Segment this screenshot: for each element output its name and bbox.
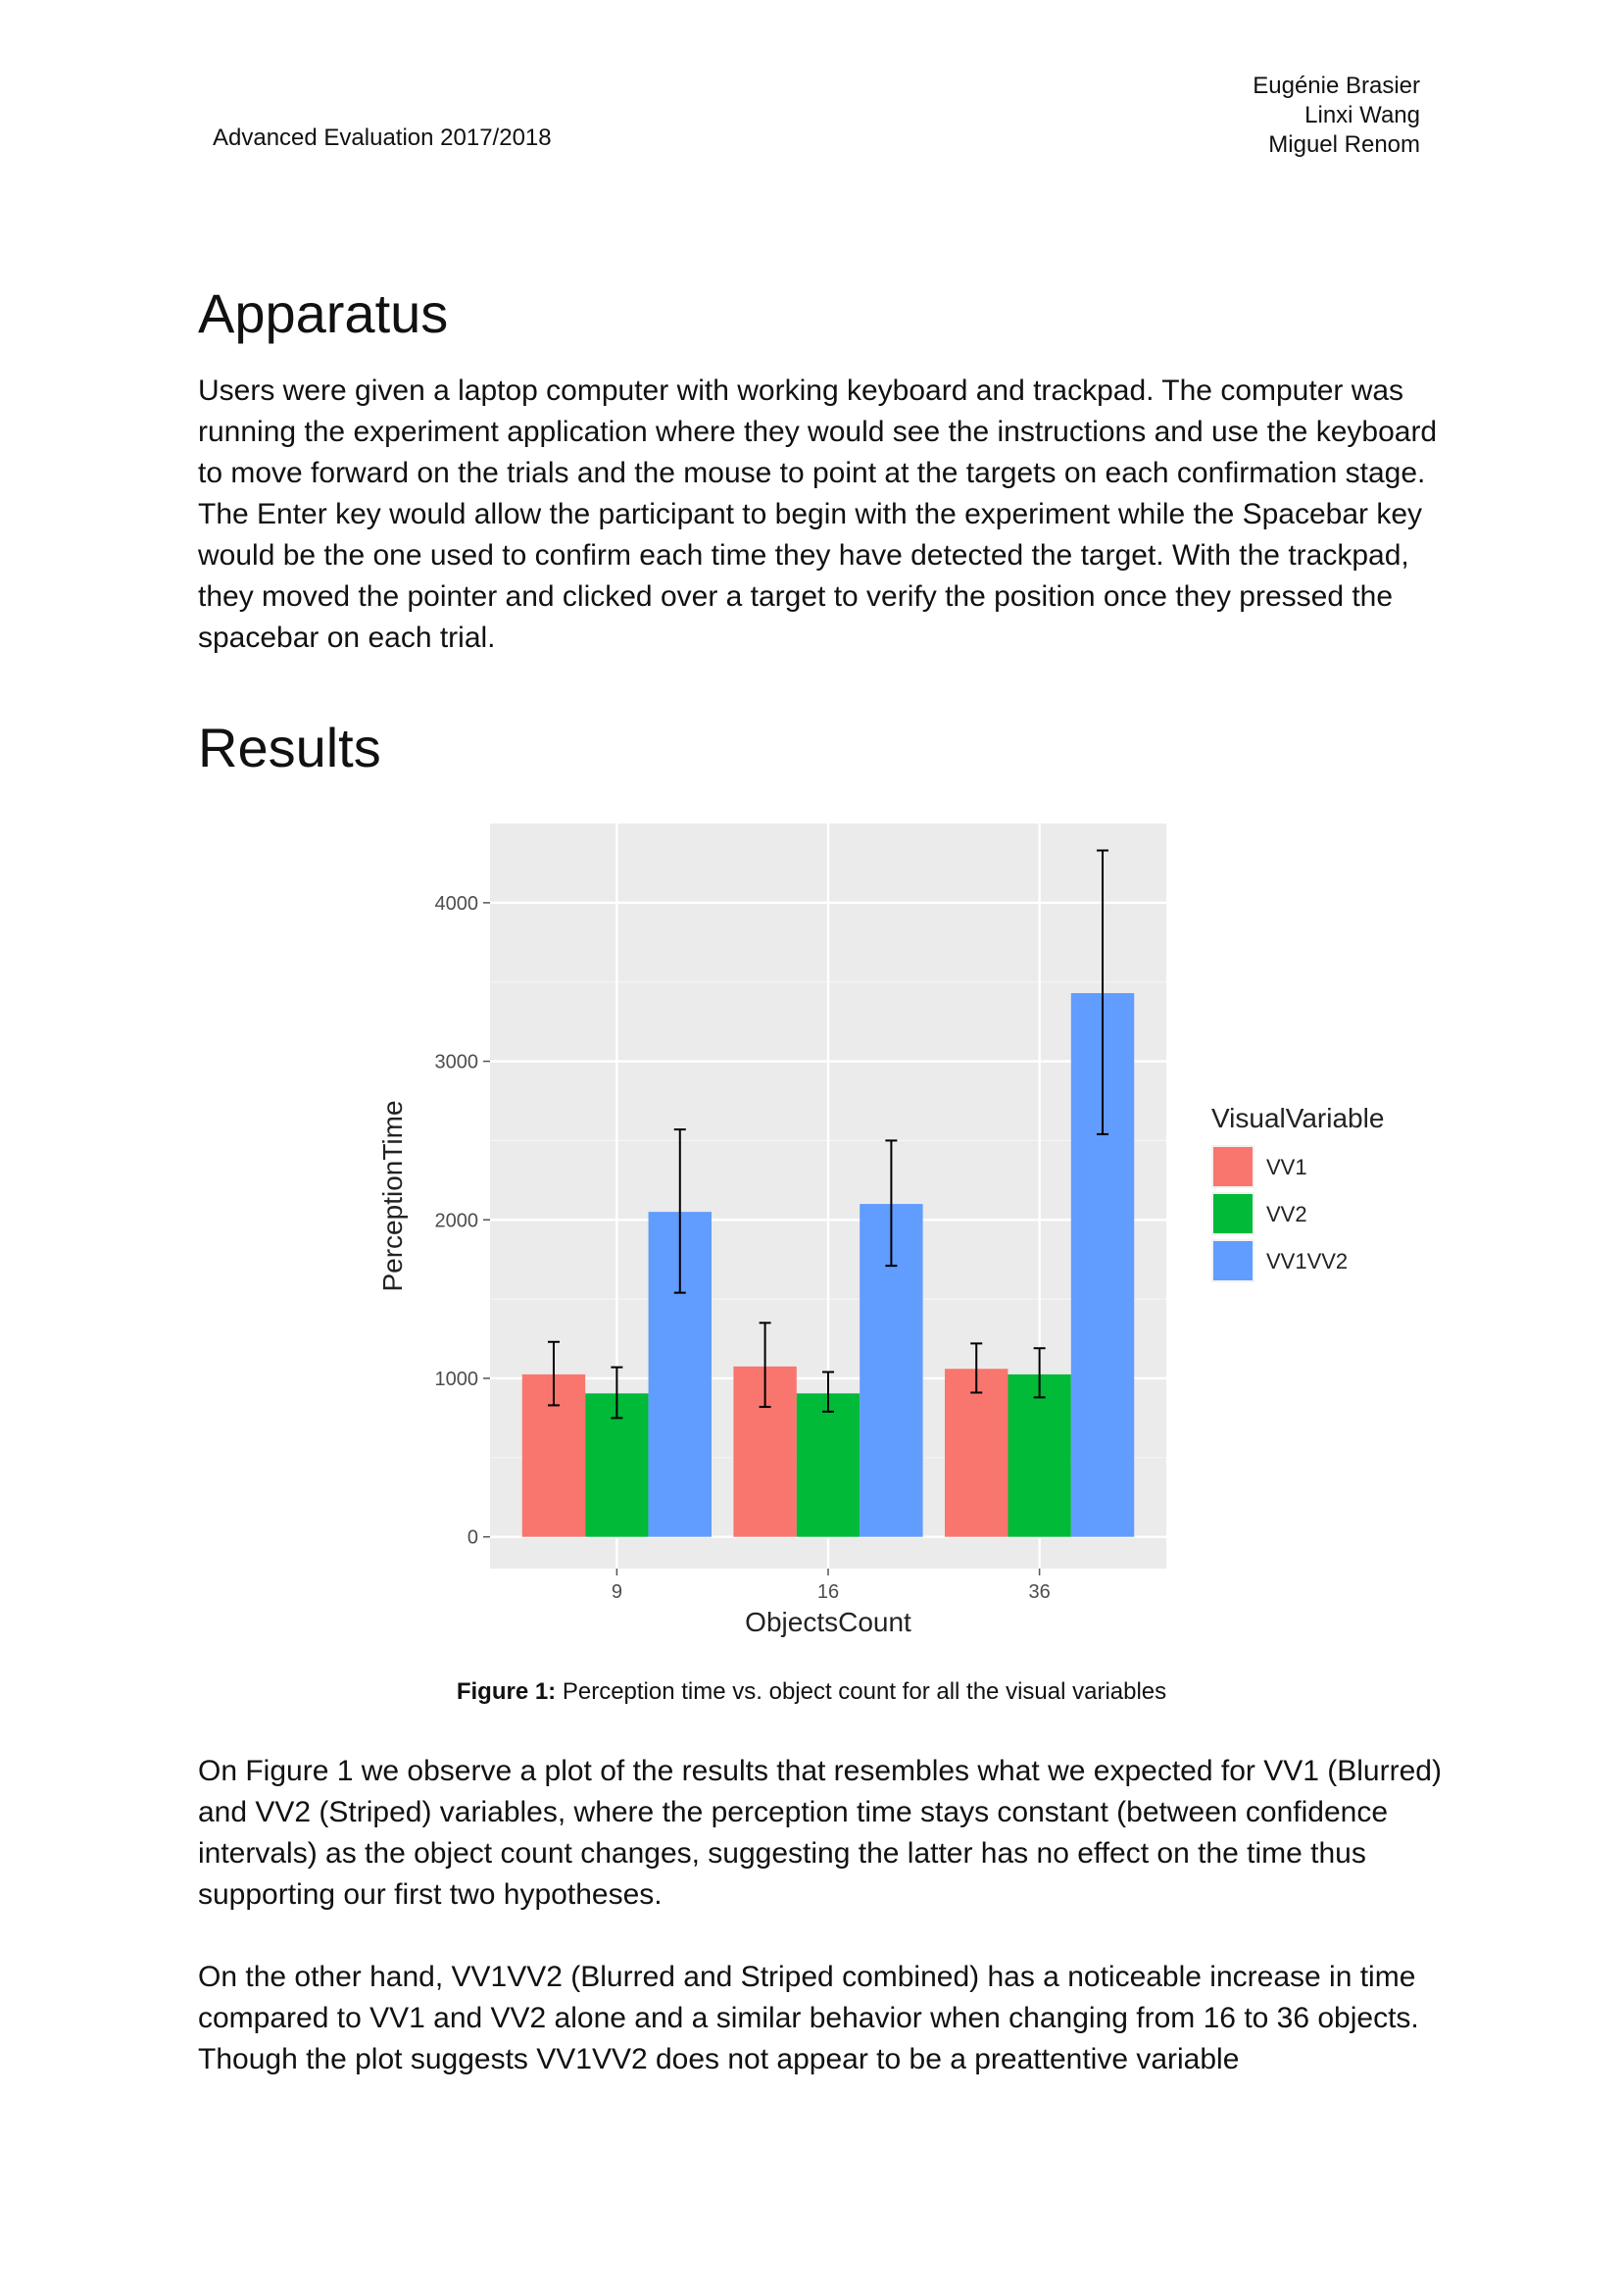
y-axis-title: PerceptionTime [377, 1100, 408, 1291]
author-name: Linxi Wang [1304, 102, 1420, 128]
x-tick-label: 36 [1029, 1581, 1051, 1603]
author-name: Eugénie Brasier [1253, 73, 1420, 99]
bar-vv2-16 [796, 1393, 861, 1537]
legend-title: VisualVariable [1211, 1103, 1384, 1133]
x-tick-label: 16 [817, 1581, 839, 1603]
y-tick-label: 3000 [435, 1052, 479, 1073]
bar-vv2-36 [1008, 1373, 1071, 1537]
apparatus-heading: Apparatus [198, 282, 449, 344]
y-tick-label: 1000 [435, 1369, 479, 1390]
apparatus-paragraph: Users were given a laptop computer with … [198, 374, 1438, 654]
y-tick-label: 4000 [435, 893, 479, 915]
legend-swatch-vv1 [1213, 1147, 1253, 1186]
legend-label-vv1vv2: VV1VV2 [1266, 1249, 1348, 1273]
y-tick-label: 2000 [435, 1210, 479, 1231]
y-tick-label: 0 [467, 1527, 478, 1549]
x-tick-label: 9 [612, 1581, 622, 1603]
figure-caption-text: Perception time vs. object count for all… [562, 1678, 1167, 1705]
x-axis-title: ObjectsCount [745, 1607, 911, 1637]
author-list: Eugénie Brasier Linxi Wang Miguel Renom [1028, 72, 1420, 160]
perception-time-chart: 0 1000 2000 3000 4000 9 16 36 ObjectsCount Percep… [377, 824, 1384, 1637]
author-name: Miguel Renom [1268, 131, 1420, 158]
legend-label-vv1: VV1 [1266, 1155, 1307, 1179]
results-paragraph-1: On Figure 1 we observe a plot of the res… [198, 1755, 1442, 1911]
figure-label: Figure 1: [456, 1678, 557, 1705]
legend-swatch-vv2 [1213, 1194, 1253, 1233]
results-heading: Results [198, 717, 381, 778]
figure-caption: Figure 1: Perception time vs. object cou… [0, 1676, 1623, 1708]
results-paragraph-2: On the other hand, VV1VV2 (Blurred and S… [198, 1961, 1419, 2075]
course-header: Advanced Evaluation 2017/2018 [213, 125, 552, 151]
legend-label-vv2: VV2 [1266, 1202, 1307, 1226]
legend-swatch-vv1vv2 [1213, 1241, 1253, 1280]
bar-vv1-36 [945, 1369, 1008, 1537]
